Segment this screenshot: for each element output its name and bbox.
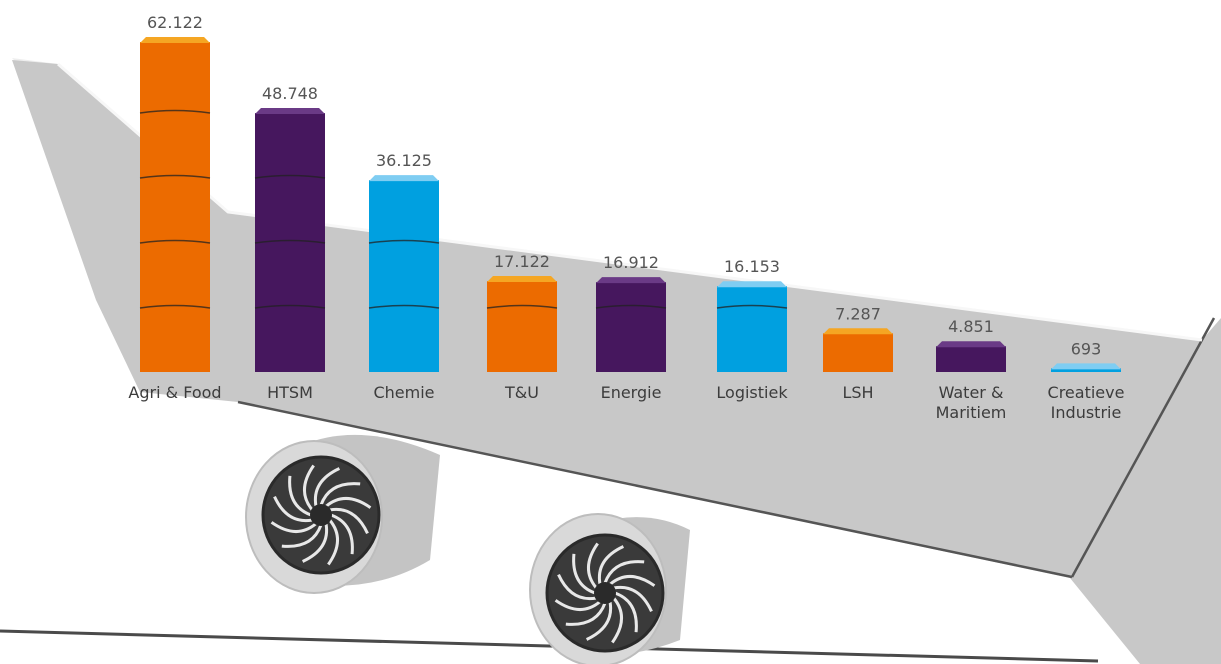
fan-blade xyxy=(302,464,315,511)
category-label: Agri & Food xyxy=(128,383,221,402)
fan-blade xyxy=(325,496,372,509)
fan-blade xyxy=(313,467,341,507)
fan-blade xyxy=(572,553,596,595)
value-label: 16.153 xyxy=(724,257,780,276)
value-label: 17.122 xyxy=(494,252,550,271)
fan-blade xyxy=(557,573,597,601)
value-label: 62.122 xyxy=(147,13,203,32)
fan-blade xyxy=(554,599,601,612)
block-separator xyxy=(368,304,440,309)
bar xyxy=(716,281,788,372)
bar-body xyxy=(140,42,210,372)
value-label: 4.851 xyxy=(948,317,994,336)
block-separator xyxy=(139,239,211,244)
bar xyxy=(1051,363,1121,372)
bar-cap xyxy=(596,277,666,284)
fan-blade xyxy=(327,519,340,566)
fan-blade xyxy=(603,560,645,584)
bar-cap xyxy=(717,281,787,288)
value-label: 693 xyxy=(1071,339,1102,358)
bar xyxy=(368,175,440,372)
fan-blade xyxy=(613,585,653,613)
category-label: Logistiek xyxy=(716,383,788,402)
value-label: 36.125 xyxy=(376,151,432,170)
engine-right xyxy=(529,513,690,664)
fan-blade xyxy=(611,597,624,644)
bar-body xyxy=(487,281,557,372)
fan-blade xyxy=(585,601,613,641)
bar-cap xyxy=(1051,363,1121,370)
fan-blade xyxy=(288,475,312,517)
category-labels: Agri & Food HTSM Chemie T&U Energie Logistiek… xyxy=(128,383,1124,422)
block-separator xyxy=(716,304,788,309)
fan-blade xyxy=(281,524,323,548)
bar-cap xyxy=(255,108,325,115)
engine-left xyxy=(245,434,440,594)
category-label: T&U xyxy=(504,383,539,402)
category-label: Creatieve Industrie xyxy=(1048,383,1125,422)
fan-blade xyxy=(329,507,369,535)
wing-trailing-edge-line xyxy=(237,400,1073,579)
fan-blade xyxy=(330,513,354,555)
block-separator xyxy=(139,109,211,114)
value-label: 7.287 xyxy=(835,304,881,323)
bar-body xyxy=(936,346,1006,372)
fan-blade xyxy=(597,545,625,585)
ground-line xyxy=(0,629,1099,663)
bar xyxy=(254,108,326,372)
bar-series xyxy=(139,37,1121,372)
category-label: Energie xyxy=(601,383,662,402)
bar-cap xyxy=(936,341,1006,348)
category-label: Water & Maritiem xyxy=(936,383,1007,422)
fan-blade xyxy=(273,495,313,523)
bar xyxy=(595,277,667,372)
bar-cap xyxy=(140,37,210,43)
block-separator xyxy=(595,304,667,309)
fan-blade xyxy=(565,602,607,626)
bar-cap xyxy=(369,175,439,182)
bar-body xyxy=(717,286,787,372)
block-separator xyxy=(139,174,211,179)
bar-cap xyxy=(823,328,893,335)
value-label: 48.748 xyxy=(262,84,318,103)
bar xyxy=(139,37,211,372)
fan-blade xyxy=(609,574,656,587)
block-separator xyxy=(254,239,326,244)
fan-blade xyxy=(301,523,329,563)
bar xyxy=(823,328,893,372)
bar-body xyxy=(369,180,439,372)
category-label: Chemie xyxy=(373,383,434,402)
category-label: LSH xyxy=(842,383,873,402)
block-separator xyxy=(368,239,440,244)
block-separator xyxy=(486,304,558,309)
bar-body xyxy=(255,113,325,372)
wing-leading-edge-highlight xyxy=(57,62,1203,342)
category-label: HTSM xyxy=(267,383,313,402)
bar-body xyxy=(596,282,666,372)
value-label: 16.912 xyxy=(603,253,659,272)
bar xyxy=(486,276,558,372)
bar-cap xyxy=(487,276,557,283)
block-separator xyxy=(139,304,211,309)
block-separator xyxy=(254,304,326,309)
bar-body xyxy=(1051,368,1121,372)
wing-tip-edge-line xyxy=(1070,317,1216,578)
block-separator xyxy=(254,174,326,179)
fan-blade xyxy=(586,542,599,589)
bar xyxy=(936,341,1006,372)
fan-blade xyxy=(319,482,361,506)
value-labels: 62.122 48.748 36.125 17.122 16.912 16.153 7.28… xyxy=(147,13,1101,358)
bar-body xyxy=(823,333,893,372)
fan-blade xyxy=(614,591,638,633)
fan-blade xyxy=(270,521,317,534)
